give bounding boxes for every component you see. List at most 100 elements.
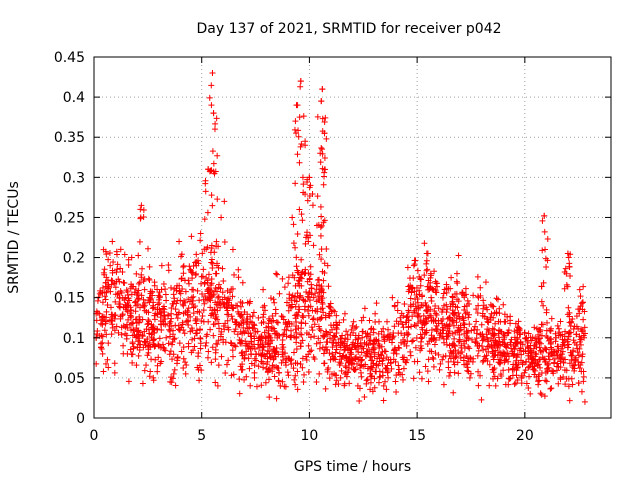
data-point (398, 330, 405, 337)
data-point (254, 328, 261, 335)
data-point (194, 308, 201, 315)
data-point (346, 354, 353, 361)
data-point (214, 341, 221, 348)
data-point (400, 376, 407, 383)
data-point (352, 366, 359, 373)
data-point (299, 174, 306, 181)
data-point (215, 264, 222, 271)
data-point (141, 307, 148, 314)
data-point (136, 341, 143, 348)
data-point (208, 192, 215, 199)
data-point (275, 378, 282, 385)
data-point (376, 358, 383, 365)
data-point (393, 350, 400, 357)
data-point (578, 300, 585, 307)
data-point (163, 334, 170, 341)
data-point (256, 344, 263, 351)
data-point (525, 384, 532, 391)
data-point (337, 374, 344, 381)
data-point (307, 271, 314, 278)
data-point (165, 267, 172, 274)
data-point (289, 292, 296, 299)
data-point (249, 313, 256, 320)
data-point (491, 352, 498, 359)
data-point (501, 318, 508, 325)
data-point (166, 333, 173, 340)
data-point (391, 346, 398, 353)
data-point (102, 360, 109, 367)
data-point (323, 135, 330, 142)
data-point (528, 356, 535, 363)
data-point (524, 337, 531, 344)
data-point (375, 362, 382, 369)
data-point (371, 384, 378, 391)
data-point (522, 358, 529, 365)
data-point (551, 360, 558, 367)
data-point (189, 275, 196, 282)
data-point (229, 347, 236, 354)
data-point (290, 240, 297, 247)
data-point (319, 146, 326, 153)
data-point (204, 354, 211, 361)
data-point (312, 290, 319, 297)
data-point (298, 141, 305, 148)
data-point (99, 284, 106, 291)
data-point (221, 238, 228, 245)
data-point (205, 271, 212, 278)
data-point (409, 338, 415, 345)
data-point (214, 196, 221, 203)
data-point (505, 375, 512, 382)
data-point (501, 341, 508, 348)
data-point (478, 321, 485, 328)
data-point (210, 321, 217, 328)
data-point (343, 373, 350, 380)
data-point (414, 358, 421, 365)
data-point (369, 340, 376, 347)
data-point (389, 294, 396, 301)
data-point (317, 203, 324, 210)
data-point (461, 324, 468, 331)
data-point (217, 300, 224, 307)
data-point (435, 351, 442, 358)
data-point (518, 380, 525, 387)
data-point (280, 331, 287, 338)
data-point (214, 294, 221, 301)
data-point (580, 316, 587, 323)
data-point (305, 342, 312, 349)
data-point (104, 302, 111, 309)
data-point (230, 305, 237, 312)
peak-point (306, 174, 313, 181)
data-point (474, 352, 481, 359)
data-point (224, 299, 231, 306)
data-point (435, 305, 442, 312)
data-point (241, 376, 248, 383)
data-point (327, 356, 334, 363)
data-point (452, 290, 459, 297)
data-point (129, 283, 136, 290)
data-point (364, 376, 371, 383)
data-point (236, 390, 243, 397)
data-point (174, 297, 181, 304)
data-point (439, 356, 446, 363)
data-point (401, 300, 408, 307)
data-point (220, 322, 227, 329)
data-point (456, 336, 463, 343)
data-point (373, 336, 380, 343)
data-point (425, 378, 432, 385)
data-point (389, 335, 396, 342)
data-point (330, 356, 337, 363)
data-point (255, 363, 262, 370)
data-point (492, 320, 499, 327)
data-point (346, 358, 353, 365)
data-point (286, 291, 293, 298)
data-point (326, 335, 333, 342)
data-point (197, 345, 204, 352)
data-point (345, 368, 352, 375)
data-point (156, 335, 163, 342)
data-point (414, 267, 421, 274)
data-point (268, 318, 275, 325)
data-point (180, 355, 187, 362)
data-point (191, 343, 198, 350)
data-point (512, 380, 519, 387)
data-point (239, 349, 246, 356)
